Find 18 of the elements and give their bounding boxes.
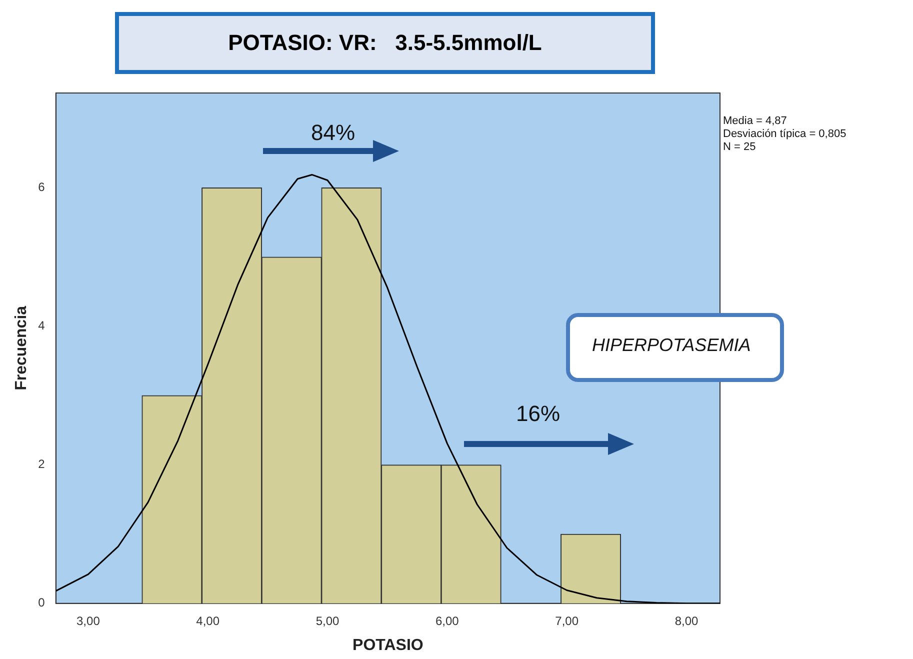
text: Desviación típica = 0,805 — [723, 128, 846, 140]
y-axis-title: Frecuencia — [13, 306, 30, 390]
x-tick-label: 8,00 — [674, 614, 698, 628]
annotation: 16% — [516, 401, 560, 428]
y-tick-label: 6 — [38, 180, 46, 194]
x-tick-label: 5,00 — [316, 614, 340, 628]
x-tick-label: 7,00 — [555, 614, 579, 628]
chart-title: POTASIO: VR: 3.5-5.5mmol/L — [115, 12, 655, 74]
y-tick-label: 4 — [38, 318, 46, 333]
y-tick-label: 0 — [38, 596, 46, 610]
x-tick-label: 4,00 — [196, 614, 220, 628]
annotation: 84% — [311, 120, 356, 146]
x-tick-label: 3,00 — [76, 614, 100, 628]
x-axis-title: POTASIO — [352, 636, 424, 654]
text: Media = 4,87 — [723, 115, 787, 127]
x-tick-label: 6,00 — [435, 614, 460, 628]
text: N = 25 — [723, 141, 756, 153]
y-tick-label: 2 — [38, 457, 46, 472]
